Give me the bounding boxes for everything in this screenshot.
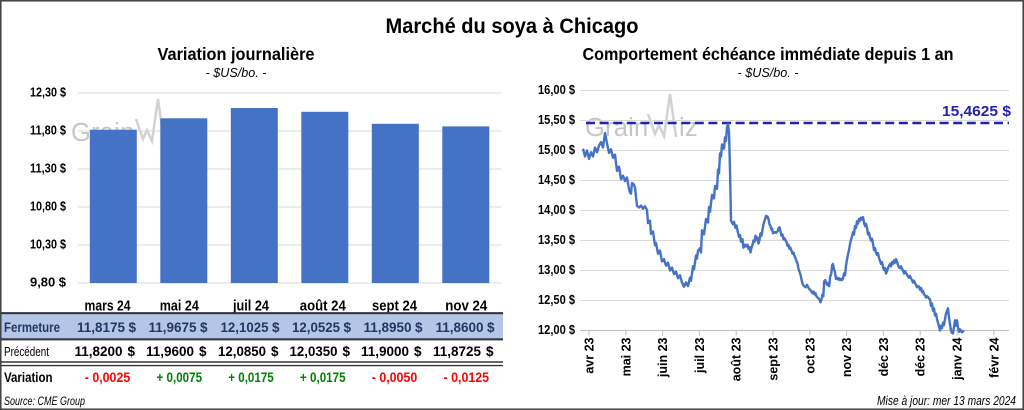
svg-text:$: $ bbox=[272, 320, 280, 335]
svg-text:11,30 $: 11,30 $ bbox=[30, 161, 67, 176]
svg-text:févr 24: févr 24 bbox=[987, 337, 1001, 377]
svg-text:iz: iz bbox=[679, 114, 698, 142]
svg-text:janv 24: janv 24 bbox=[951, 337, 965, 380]
svg-text:15,4625 $: 15,4625 $ bbox=[942, 103, 1012, 120]
svg-text:Variation journalière: Variation journalière bbox=[158, 44, 315, 64]
svg-text:11,8600: 11,8600 bbox=[436, 320, 484, 335]
svg-text:- 0,0125: - 0,0125 bbox=[444, 370, 490, 385]
svg-text:9,80 $: 9,80 $ bbox=[30, 275, 67, 290]
svg-text:15,00 $: 15,00 $ bbox=[538, 142, 576, 157]
svg-text:12,0850: 12,0850 bbox=[218, 344, 266, 359]
svg-text:oct 23: oct 23 bbox=[803, 337, 817, 373]
svg-text:11,8175: 11,8175 bbox=[77, 320, 125, 335]
svg-text:avr 23: avr 23 bbox=[583, 337, 597, 373]
svg-text:- 0,0025: - 0,0025 bbox=[85, 370, 131, 385]
svg-text:juil 24: juil 24 bbox=[232, 299, 269, 315]
svg-text:$: $ bbox=[200, 320, 208, 335]
svg-text:12,00 $: 12,00 $ bbox=[538, 322, 576, 337]
svg-text:sept 23: sept 23 bbox=[767, 337, 781, 380]
svg-text:juil 23: juil 23 bbox=[693, 337, 707, 373]
svg-text:11,8200: 11,8200 bbox=[75, 344, 123, 359]
svg-text:Mise à jour: mer 13 mars 2024: Mise à jour: mer 13 mars 2024 bbox=[877, 394, 1016, 408]
svg-text:- 0,0050: - 0,0050 bbox=[372, 370, 418, 385]
svg-text:10,80 $: 10,80 $ bbox=[30, 199, 67, 214]
svg-text:juin 23: juin 23 bbox=[656, 337, 670, 378]
svg-text:nov 24: nov 24 bbox=[445, 299, 487, 315]
svg-text:14,00 $: 14,00 $ bbox=[538, 202, 576, 217]
svg-text:10,30 $: 10,30 $ bbox=[30, 237, 67, 252]
svg-text:Grain: Grain bbox=[585, 114, 648, 142]
svg-text:- $US/bo. -: - $US/bo. - bbox=[206, 65, 268, 80]
svg-text:mai 24: mai 24 bbox=[160, 299, 199, 315]
svg-text:déc 23: déc 23 bbox=[877, 337, 891, 376]
svg-text:12,0350: 12,0350 bbox=[290, 344, 338, 359]
svg-text:16,00 $: 16,00 $ bbox=[538, 82, 576, 97]
svg-text:$: $ bbox=[342, 344, 350, 359]
svg-text:12,50 $: 12,50 $ bbox=[538, 292, 576, 307]
svg-text:$: $ bbox=[271, 344, 279, 359]
svg-text:août 23: août 23 bbox=[730, 337, 744, 381]
svg-text:12,1025: 12,1025 bbox=[221, 320, 269, 335]
svg-text:Comportement échéance immédiat: Comportement échéance immédiate depuis 1… bbox=[583, 44, 954, 64]
svg-text:$: $ bbox=[127, 344, 135, 359]
svg-text:12,30 $: 12,30 $ bbox=[30, 85, 67, 100]
svg-text:+ 0,0175: + 0,0175 bbox=[228, 370, 274, 385]
svg-text:$: $ bbox=[414, 344, 422, 359]
svg-text:+ 0,0075: + 0,0075 bbox=[157, 370, 203, 385]
svg-text:$: $ bbox=[486, 344, 494, 359]
svg-text:déc 23: déc 23 bbox=[914, 337, 928, 376]
svg-text:Marché du soya à Chicago: Marché du soya à Chicago bbox=[386, 14, 639, 38]
svg-text:Fermeture: Fermeture bbox=[4, 320, 60, 335]
svg-text:11,9000: 11,9000 bbox=[361, 344, 409, 359]
svg-text:$: $ bbox=[199, 344, 207, 359]
svg-text:mars 24: mars 24 bbox=[85, 299, 131, 315]
svg-text:$: $ bbox=[415, 320, 423, 335]
svg-text:août 24: août 24 bbox=[300, 299, 346, 315]
svg-text:13,00 $: 13,00 $ bbox=[538, 262, 576, 277]
svg-text:12,0525: 12,0525 bbox=[292, 320, 340, 335]
svg-text:mai 23: mai 23 bbox=[619, 337, 633, 376]
svg-text:$: $ bbox=[128, 320, 136, 335]
svg-text:11,80 $: 11,80 $ bbox=[30, 123, 67, 138]
svg-text:15,50 $: 15,50 $ bbox=[538, 112, 576, 127]
svg-text:+ 0,0175: + 0,0175 bbox=[300, 370, 346, 385]
svg-text:11,8950: 11,8950 bbox=[364, 320, 412, 335]
svg-text:11,9675: 11,9675 bbox=[149, 320, 197, 335]
svg-text:- $US/bo. -: - $US/bo. - bbox=[738, 65, 800, 80]
svg-text:13,50 $: 13,50 $ bbox=[538, 232, 576, 247]
svg-text:Source: CME Group: Source: CME Group bbox=[4, 396, 85, 408]
svg-text:11,9600: 11,9600 bbox=[146, 344, 194, 359]
svg-text:14,50 $: 14,50 $ bbox=[538, 172, 576, 187]
svg-text:sept 24: sept 24 bbox=[372, 299, 417, 315]
svg-text:$: $ bbox=[343, 320, 351, 335]
svg-text:nov 23: nov 23 bbox=[840, 337, 854, 377]
svg-text:Précédent: Précédent bbox=[4, 345, 49, 359]
svg-text:$: $ bbox=[487, 320, 495, 335]
svg-text:Variation: Variation bbox=[4, 369, 53, 385]
svg-text:11,8725: 11,8725 bbox=[433, 344, 481, 359]
